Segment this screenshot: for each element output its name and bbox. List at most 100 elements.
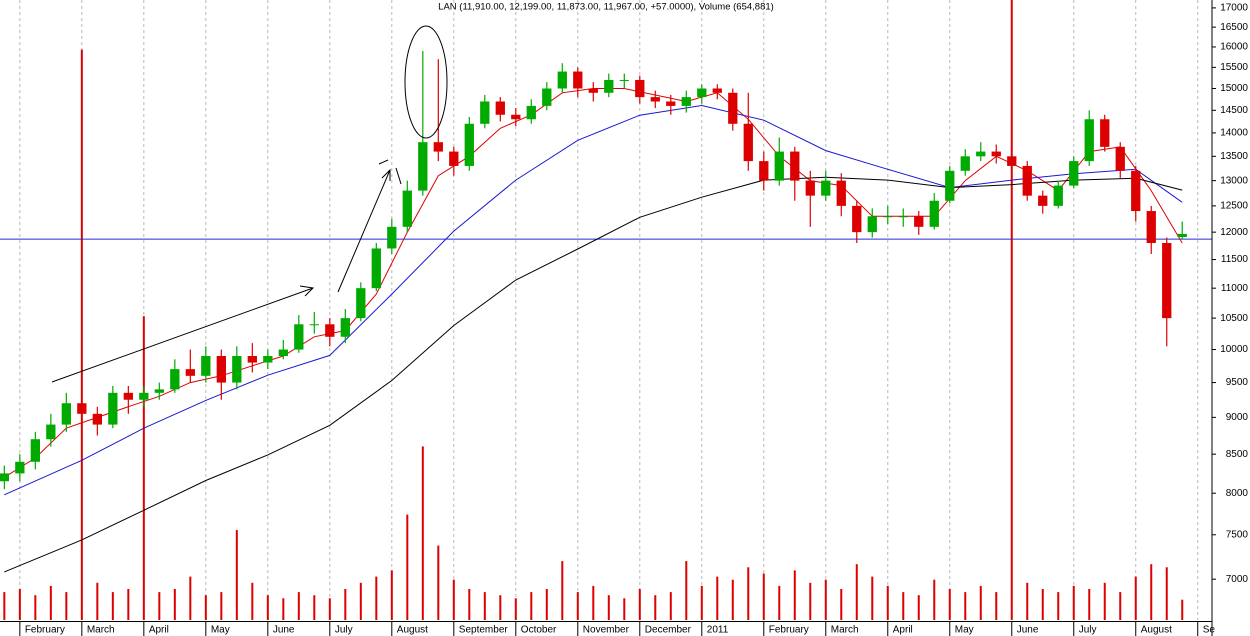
candle-body [480,101,490,124]
candle-body [278,349,288,357]
trend-arrow [51,287,314,383]
candle-body [154,389,164,393]
volume-bar [282,598,285,620]
trend-arrow [337,169,391,293]
volume-bar [204,595,207,620]
candle-body [387,226,397,249]
x-tick-label: August [1141,625,1172,636]
volume-bar [747,567,750,620]
candle-body [697,88,707,98]
volume-bar [127,589,130,620]
y-tick-label: 13000 [1220,175,1248,186]
volume-bar [561,561,564,620]
y-tick-label: 8000 [1226,488,1249,499]
y-tick-label: 17000 [1220,3,1248,14]
candle-body [1022,165,1032,196]
volume-bar [111,592,114,620]
candle-body [294,324,304,350]
volume-bar [1181,599,1184,620]
volume-bar [669,592,672,620]
candle-body [604,79,614,93]
volume-bar [855,564,858,620]
volume-bar [1072,585,1075,620]
volume-bar [49,585,52,620]
volume-bar [1088,589,1091,620]
candle-body [1084,119,1094,162]
volume-bar [18,589,21,620]
highlight-ellipse [404,25,448,139]
x-tick-label: July [335,625,353,636]
candle-body [1007,156,1017,166]
volume-bar [96,582,99,620]
candle-body [1115,146,1125,171]
candle-body [1162,242,1172,319]
y-tick-label: 15500 [1220,62,1248,73]
candle-body [46,424,56,440]
volume-bar [824,579,827,620]
volume-bar [948,589,951,620]
volume-bar [235,530,238,620]
candle-body [495,101,505,115]
candle-body [15,461,25,474]
volume-bar [359,582,362,620]
candle-body [511,114,521,120]
candle-body [883,216,893,218]
candle-body [123,392,133,400]
candle-body [1100,119,1110,147]
volume-bar [483,592,486,620]
volume-bar [390,570,393,620]
volume-bar [1041,589,1044,620]
moving-averages [0,88,1212,573]
volume-bar [933,579,936,620]
volume-bar [917,595,920,620]
volume-bar [437,545,440,620]
volume-bar [685,561,688,620]
annotation-mark [395,167,402,185]
candle-body [929,200,939,227]
volume-bar [158,592,161,620]
candle-body [1069,161,1079,186]
y-tick-label: 7500 [1226,529,1249,540]
candle-body [201,356,211,376]
volume-bar [173,589,176,620]
y-tick-label: 10000 [1220,344,1248,355]
volume-bar [778,585,781,620]
candle-body [108,392,118,425]
volume-bar [607,595,610,620]
x-tick-label: March [87,625,115,636]
y-tick-label: 14000 [1220,128,1248,139]
volume-bar [1057,592,1060,620]
volume-bar [793,570,796,620]
volume-bar [406,514,409,620]
volume-bar [3,592,6,620]
chart-title: LAN (11,910.00, 12,199.00, 11,873.00, 11… [438,2,774,13]
y-tick-label: 12500 [1220,201,1248,212]
x-tick-label: March [831,625,859,636]
x-tick-label: April [893,625,913,636]
y-tick-label: 16000 [1220,42,1248,53]
candle-body [743,123,753,162]
x-tick-label: June [1017,625,1039,636]
y-tick-label: 14500 [1220,105,1248,116]
candle-body [170,369,180,390]
candle-body [30,439,40,462]
candle-body [542,88,552,106]
volume-bar [514,598,517,620]
volume-bar [700,585,703,620]
volume-bar [979,585,982,620]
x-tick-label: May [955,625,974,636]
volume-bar [65,592,68,620]
moving-average-line [4,176,1183,573]
candle-body [805,180,815,196]
x-tick-label: February [25,625,65,636]
volume-bar [499,595,502,620]
arrow-head [299,285,315,297]
volume-bar [34,595,37,620]
volume-bar [80,49,83,621]
volume-bar [995,592,998,620]
candle-body [619,79,629,81]
candle-body [263,356,273,363]
candle-body [449,151,459,166]
